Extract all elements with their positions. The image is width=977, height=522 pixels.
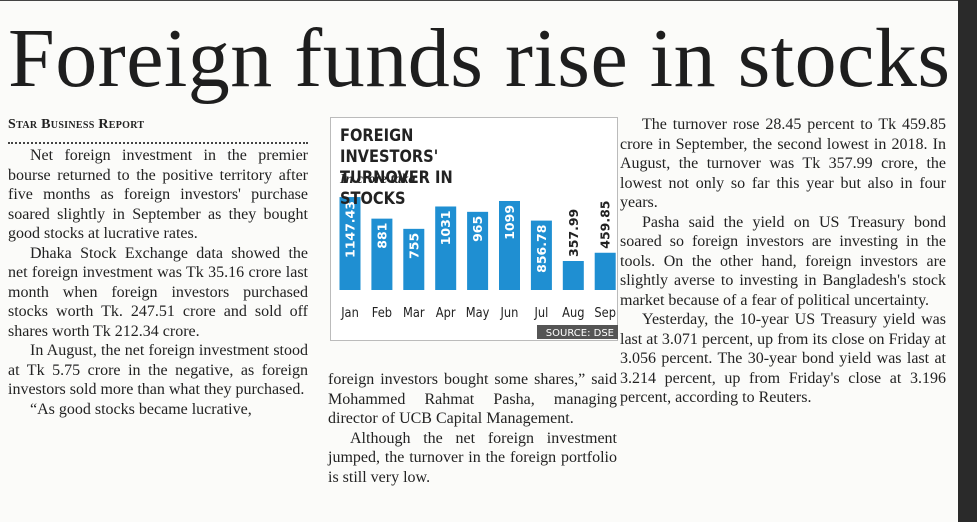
column: foreign investors bought some shares,” s… (328, 370, 617, 487)
value-label: 881 (374, 223, 389, 249)
x-tick-label: Jan (340, 305, 359, 320)
bar (403, 228, 425, 290)
paragraph: Dhaka Stock Exchange data showed the net… (8, 244, 308, 340)
value-label: 1147.43 (343, 201, 358, 258)
paragraph: Pasha said the yield on US Treasury bond… (620, 213, 946, 309)
divider (8, 142, 308, 144)
bar (339, 197, 361, 290)
chart: 1147.43 Jan 881 Feb 755 Mar 1031 Apr 965 May 1099 J… (330, 117, 618, 341)
value-label: 856.78 (534, 225, 549, 273)
column: The turnover rose 28.45 percent to Tk 45… (620, 115, 946, 408)
paragraph: “As good stocks became lucrative, (30, 400, 252, 418)
paragraph: Although the net foreign investment jump… (328, 429, 617, 486)
chart-title: FOREIGN INVESTORS' TURNOVER IN STOCKS (340, 126, 453, 209)
bar (499, 200, 520, 290)
paragraph: Yesterday, the 10-year US Treasury yield… (620, 311, 946, 406)
bar (594, 252, 616, 290)
source-box (537, 325, 618, 339)
source: SOURCE: DSE (546, 328, 614, 339)
value-label: 1031 (438, 210, 453, 245)
chart-subtitle: In crore taka (340, 172, 416, 187)
paragraph: The turnover rose 28.45 percent to Tk 45… (620, 116, 946, 211)
bar (435, 206, 457, 290)
x-tick-label: May (466, 305, 490, 320)
x-tick-label: Feb (372, 305, 392, 320)
headline: Foreign funds rise in stocks (8, 12, 951, 105)
value-label: 357.99 (566, 209, 581, 257)
value-label: 755 (406, 233, 421, 259)
bar (562, 261, 584, 290)
paragraph: In August, the net foreign investment st… (8, 342, 308, 398)
bar (530, 220, 552, 290)
value-label: 965 (470, 216, 485, 242)
paragraph: foreign investors bought some shares,” s… (328, 371, 617, 427)
column: Net foreign investment in the premier bo… (8, 146, 308, 419)
x-tick-label: Aug (562, 305, 584, 320)
page-edge (958, 0, 977, 522)
x-tick-label: Apr (436, 305, 457, 320)
value-label: 459.85 (598, 201, 613, 249)
x-tick-label: Sep (594, 305, 616, 320)
x-tick-label: Jul (534, 305, 549, 320)
bar (371, 218, 393, 290)
bar (467, 211, 489, 290)
paragraph: Net foreign investment in the premier bo… (8, 147, 308, 242)
top-rule (0, 0, 960, 1)
x-tick-label: Jun (500, 305, 519, 320)
byline: Star Business Report (8, 117, 145, 132)
value-label: 1099 (502, 205, 517, 240)
x-tick-label: Mar (403, 305, 425, 320)
